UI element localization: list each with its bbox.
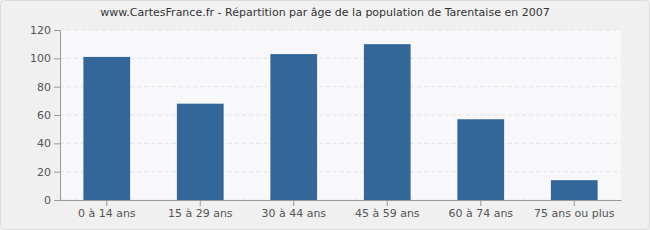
x-axis: 0 à 14 ans 15 à 29 ans 30 à 44 ans 45 à 59 … [61,200,622,220]
tick-label: 0 à 14 ans [78,207,136,220]
tick-mark [54,143,60,144]
tick: 100 [30,52,60,65]
tick-mark [480,200,481,206]
tick-label: 20 [37,166,51,179]
bar [551,180,598,200]
tick-mark [54,172,60,173]
grid-line [60,200,621,201]
tick-mark [54,87,60,88]
background [1,1,650,230]
bar [83,57,130,200]
bar [177,104,224,200]
tick-label: 15 à 29 ans [168,207,233,220]
tick: 120 [30,24,60,37]
tick-mark [200,200,201,206]
tick: 30 à 44 ans [261,200,326,220]
grid [60,30,621,200]
bar [270,54,317,200]
axis-line [60,31,61,201]
tick: 20 [37,166,60,179]
tick-label: 0 [44,194,51,207]
tick-mark [106,200,107,206]
tick: 60 à 74 ans [448,200,513,220]
tick-mark [54,200,60,201]
grid-line [60,115,621,116]
tick-label: 80 [37,81,51,94]
tick-label: 45 à 59 ans [355,207,420,220]
grid-line [60,171,621,172]
tick-label: 60 [37,109,51,122]
grid-line [60,86,621,87]
tick: 75 ans ou plus [534,200,615,220]
tick-label: 75 ans ou plus [534,207,615,220]
tick-label: 40 [37,137,51,150]
tick: 15 à 29 ans [168,200,233,220]
tick-mark [54,58,60,59]
tick: 45 à 59 ans [355,200,420,220]
plot: 0 20 40 60 80 100 120 0 à 14 ans 15 à 29 ans 30 à… [30,24,622,220]
tick-label: 120 [30,24,51,37]
bar [364,44,411,200]
axis-line [61,200,622,201]
grid-line [60,30,621,31]
tick-mark [293,200,294,206]
y-axis: 0 20 40 60 80 100 120 [30,24,61,207]
tick-mark [574,200,575,206]
bars [83,44,597,200]
plot-area [60,30,621,200]
chart: www.CartesFrance.fr - Répartition par âg… [0,0,650,230]
bar [457,119,504,200]
tick-label: 100 [30,52,51,65]
tick-mark [54,30,60,31]
tick-label: 60 à 74 ans [448,207,513,220]
tick: 60 [37,109,60,122]
grid-line [60,143,621,144]
tick: 40 [37,137,60,150]
tick: 0 [44,194,60,207]
grid-line [60,58,621,59]
tick: 80 [37,81,60,94]
tick-mark [387,200,388,206]
tick-mark [54,115,60,116]
tick-label: 30 à 44 ans [261,207,326,220]
title: www.CartesFrance.fr - Répartition par âg… [100,6,549,19]
tick: 0 à 14 ans [78,200,136,220]
